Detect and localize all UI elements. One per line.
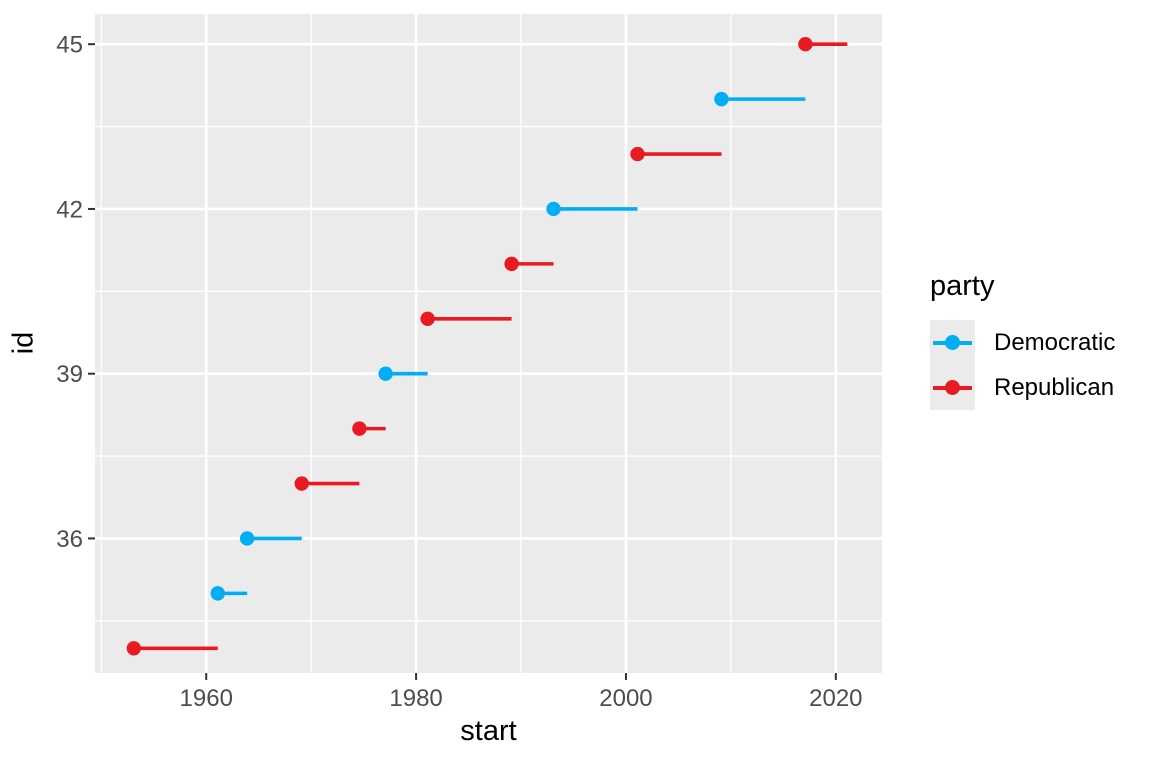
- x-axis-title: start: [460, 715, 517, 747]
- term-point: [420, 311, 435, 326]
- term-point: [126, 641, 142, 656]
- legend-key: [930, 320, 975, 366]
- x-tick-label: 2020: [809, 685, 862, 712]
- legend-item: Republican: [930, 365, 1115, 411]
- term-point: [630, 146, 645, 162]
- legend-items: Democratic Republican: [930, 320, 1116, 411]
- y-tick-label: 45: [56, 32, 83, 59]
- term-point: [239, 531, 255, 546]
- legend-item: Democratic: [930, 320, 1116, 366]
- term-point: [210, 586, 225, 601]
- term-point: [294, 476, 309, 491]
- x-tick-label: 2000: [599, 685, 652, 712]
- legend: party Democratic Republican: [930, 270, 1116, 411]
- term-point: [714, 91, 729, 107]
- legend-key: [930, 365, 975, 411]
- x-tick-label: 1960: [180, 685, 233, 712]
- y-axis-title: id: [7, 331, 40, 355]
- term-point: [378, 366, 393, 381]
- y-tick-label: 39: [56, 361, 83, 388]
- term-point: [798, 37, 813, 52]
- legend-key-point-glyph: [945, 335, 960, 351]
- legend-title: party: [930, 270, 995, 302]
- legend-item-label: Democratic: [994, 328, 1116, 356]
- y-tick-label: 36: [56, 526, 83, 553]
- x-tick-label: 1980: [389, 685, 442, 712]
- legend-item-label: Republican: [994, 373, 1115, 401]
- term-point: [504, 256, 519, 272]
- term-point: [546, 201, 561, 217]
- term-point: [352, 421, 367, 436]
- legend-key-point-glyph: [945, 380, 960, 396]
- plot-panel: [95, 14, 882, 673]
- y-tick-label: 42: [56, 196, 83, 223]
